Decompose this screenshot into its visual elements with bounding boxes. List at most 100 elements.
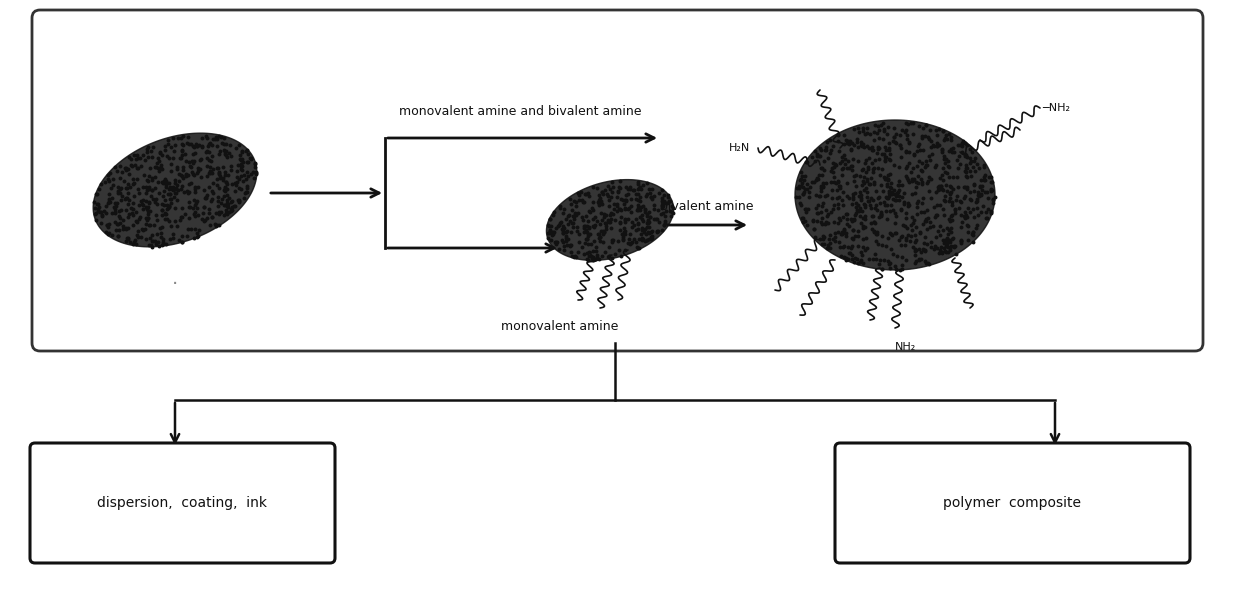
Point	[187, 168, 207, 177]
Point	[560, 241, 580, 251]
Point	[934, 238, 954, 248]
Point	[842, 138, 862, 148]
Point	[941, 223, 961, 233]
Point	[862, 142, 882, 152]
Point	[828, 227, 848, 237]
Point	[879, 154, 899, 164]
Point	[905, 230, 925, 239]
Point	[892, 231, 911, 241]
Point	[589, 195, 609, 204]
Point	[841, 136, 861, 146]
Point	[898, 119, 918, 129]
Point	[160, 190, 180, 200]
Point	[98, 198, 118, 208]
Point	[136, 214, 156, 223]
Point	[105, 201, 125, 211]
Point	[578, 248, 598, 258]
Point	[187, 141, 207, 151]
Point	[203, 164, 223, 174]
Point	[894, 220, 914, 230]
Point	[621, 207, 641, 217]
Point	[884, 185, 904, 195]
Point	[935, 154, 955, 163]
Point	[133, 225, 153, 234]
Point	[103, 174, 123, 184]
Point	[869, 212, 889, 222]
Point	[853, 164, 873, 174]
Point	[242, 154, 262, 163]
Point	[937, 230, 957, 239]
Point	[879, 188, 899, 198]
Point	[934, 185, 954, 195]
Point	[869, 125, 889, 135]
Point	[877, 146, 897, 155]
Point	[543, 211, 563, 220]
Point	[822, 185, 842, 195]
Point	[637, 189, 657, 199]
Point	[903, 129, 923, 139]
Point	[215, 145, 234, 155]
Point	[159, 135, 179, 145]
Point	[154, 237, 174, 247]
Point	[630, 243, 650, 253]
Point	[825, 177, 844, 187]
Point	[599, 252, 619, 261]
Point	[924, 244, 944, 254]
Text: dispersion,  coating,  ink: dispersion, coating, ink	[97, 496, 267, 510]
Point	[609, 186, 629, 196]
Point	[941, 212, 961, 222]
Point	[926, 160, 946, 170]
Point	[208, 149, 228, 159]
Point	[928, 130, 947, 140]
Point	[210, 146, 229, 156]
Point	[143, 236, 162, 246]
Point	[941, 234, 961, 244]
Point	[934, 209, 954, 219]
Point	[605, 249, 625, 259]
Point	[866, 155, 885, 165]
Point	[897, 236, 916, 245]
Point	[836, 159, 856, 169]
Point	[569, 190, 589, 200]
Point	[972, 185, 992, 195]
Point	[804, 224, 823, 234]
Point	[179, 139, 198, 149]
Point	[792, 178, 812, 188]
Point	[821, 135, 841, 145]
Point	[188, 182, 208, 192]
Point	[960, 187, 980, 197]
Point	[564, 196, 584, 206]
Point	[153, 239, 172, 249]
Point	[894, 196, 914, 206]
Point	[882, 230, 901, 240]
Point	[197, 213, 217, 223]
Point	[899, 177, 919, 187]
Point	[626, 215, 646, 225]
Point	[963, 179, 983, 188]
Point	[233, 157, 253, 166]
Point	[565, 208, 585, 218]
Point	[945, 205, 965, 215]
Point	[844, 124, 864, 134]
Point	[911, 177, 931, 187]
Point	[786, 192, 806, 202]
Point	[647, 226, 667, 236]
Point	[805, 233, 825, 242]
Point	[161, 143, 181, 152]
Point	[562, 240, 582, 250]
Point	[233, 154, 253, 163]
Point	[846, 208, 866, 218]
Point	[613, 229, 632, 239]
Point	[842, 241, 862, 250]
Point	[159, 140, 179, 149]
Point	[877, 173, 897, 183]
Point	[136, 204, 156, 214]
Point	[955, 138, 975, 148]
Point	[815, 239, 835, 248]
Point	[646, 214, 666, 223]
Point	[973, 176, 993, 185]
Point	[186, 198, 206, 208]
Point	[919, 135, 939, 144]
Point	[632, 210, 652, 220]
Point	[117, 165, 136, 175]
